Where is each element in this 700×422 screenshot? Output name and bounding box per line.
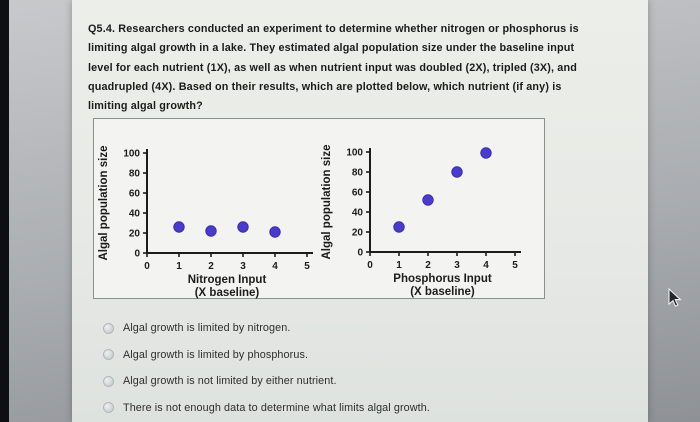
mouse-cursor <box>668 288 682 307</box>
svg-text:60: 60 <box>129 189 141 200</box>
svg-text:2: 2 <box>208 261 214 272</box>
question-text: Q5.4. Researchers conducted an experimen… <box>88 20 579 116</box>
answer-option-label: Algal growth is limited by nitrogen. <box>123 322 291 334</box>
svg-text:3: 3 <box>454 260 460 271</box>
svg-text:40: 40 <box>352 208 364 219</box>
svg-text:5: 5 <box>512 260 518 271</box>
svg-text:Algal population size: Algal population size <box>321 144 333 259</box>
phosphorus-scatter-chart: 0 20 40 60 80 100 0 1 2 3 4 5 Algal population size P… <box>321 144 521 298</box>
question-line: level for each nutrient (1X), as well as… <box>88 61 577 74</box>
svg-text:4: 4 <box>483 260 489 271</box>
question-line: limiting algal growth in a lake. They es… <box>88 42 575 55</box>
answer-option-label: Algal growth is not limited by either nu… <box>123 375 337 387</box>
radio-button[interactable] <box>103 322 114 334</box>
svg-text:4: 4 <box>272 261 278 272</box>
svg-text:1: 1 <box>396 260 402 271</box>
svg-text:(X baseline): (X baseline) <box>195 287 260 299</box>
answer-option-not-enough-data[interactable]: There is not enough data to determine wh… <box>103 402 430 414</box>
radio-button[interactable] <box>103 402 114 413</box>
radio-button[interactable] <box>103 349 114 360</box>
svg-text:Phosphorus Input: Phosphorus Input <box>393 273 492 285</box>
screen-edge-black <box>0 0 9 422</box>
svg-text:Nitrogen Input: Nitrogen Input <box>188 274 267 286</box>
svg-text:60: 60 <box>352 188 364 199</box>
svg-text:100: 100 <box>123 149 140 160</box>
svg-text:20: 20 <box>352 228 364 239</box>
answer-option-label: There is not enough data to determine wh… <box>123 401 430 414</box>
svg-text:0: 0 <box>367 260 373 271</box>
answer-options: Algal growth is limited by nitrogen. Alg… <box>103 322 430 414</box>
nitrogen-scatter-chart: 0 20 40 60 80 100 0 1 2 3 4 5 Algal population size N… <box>98 145 313 299</box>
svg-text:0: 0 <box>144 261 150 272</box>
svg-text:(X baseline): (X baseline) <box>410 286 475 298</box>
quiz-page: Q5.4. Researchers conducted an experimen… <box>72 0 648 422</box>
question-line: Q5.4. Researchers conducted an experimen… <box>88 23 579 35</box>
svg-text:0: 0 <box>134 249 140 260</box>
answer-option-phosphorus[interactable]: Algal growth is limited by phosphorus. <box>103 349 430 361</box>
answer-option-label: Algal growth is limited by phosphorus. <box>123 348 309 361</box>
question-line: limiting algal growth? <box>88 100 203 113</box>
figure-panel: 0 20 40 60 80 100 0 1 2 3 4 5 Algal population size N… <box>93 118 545 299</box>
svg-text:1: 1 <box>176 261 182 272</box>
answer-option-nitrogen[interactable]: Algal growth is limited by nitrogen. <box>103 322 430 334</box>
svg-text:5: 5 <box>304 261 310 272</box>
svg-text:40: 40 <box>129 209 141 220</box>
svg-text:3: 3 <box>240 261 246 272</box>
svg-text:20: 20 <box>129 229 141 240</box>
svg-text:Algal population size: Algal population size <box>98 145 110 260</box>
svg-text:100: 100 <box>346 148 363 159</box>
svg-text:80: 80 <box>352 168 364 179</box>
answer-option-neither-nutrient[interactable]: Algal growth is not limited by either nu… <box>103 375 430 387</box>
svg-text:80: 80 <box>129 169 141 180</box>
radio-button[interactable] <box>103 375 114 387</box>
svg-text:0: 0 <box>357 248 363 259</box>
svg-text:2: 2 <box>425 260 431 271</box>
question-line: quadrupled (4X). Based on their results,… <box>88 80 562 93</box>
